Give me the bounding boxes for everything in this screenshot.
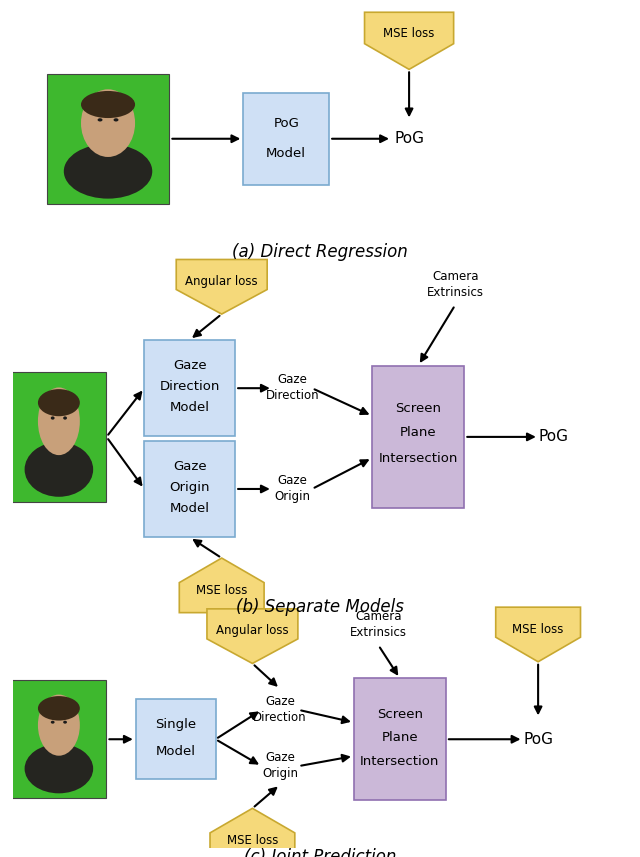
Bar (53, 428, 65, 440)
Text: Model: Model (170, 401, 210, 414)
Text: Extrinsics: Extrinsics (427, 286, 484, 299)
Bar (144, 440, 236, 537)
Ellipse shape (38, 387, 80, 455)
Ellipse shape (97, 118, 102, 122)
Polygon shape (176, 260, 267, 314)
Text: Angular loss: Angular loss (216, 625, 289, 638)
Bar (136, 699, 216, 779)
Text: PoG: PoG (394, 131, 424, 147)
Text: Gaze: Gaze (265, 695, 295, 708)
Ellipse shape (38, 696, 80, 721)
Polygon shape (496, 607, 580, 662)
Text: Gaze: Gaze (277, 374, 307, 387)
Text: Screen: Screen (396, 402, 442, 415)
Polygon shape (210, 808, 295, 857)
Text: Direction: Direction (159, 380, 220, 393)
Ellipse shape (81, 89, 135, 157)
Text: Extrinsics: Extrinsics (350, 626, 407, 639)
Text: Camera: Camera (355, 610, 402, 623)
Bar (243, 93, 329, 185)
Text: Gaze: Gaze (265, 752, 295, 764)
Text: Intersection: Intersection (379, 452, 458, 465)
Bar (47, 74, 170, 204)
Text: MSE loss: MSE loss (196, 584, 248, 597)
Ellipse shape (38, 389, 80, 417)
Bar (144, 340, 236, 436)
Text: PoG: PoG (523, 732, 553, 746)
Text: Origin: Origin (262, 767, 298, 780)
Ellipse shape (24, 442, 93, 497)
Ellipse shape (51, 417, 54, 420)
Ellipse shape (64, 144, 152, 199)
Text: Plane: Plane (381, 731, 418, 744)
Bar (12, 680, 106, 798)
Bar (354, 679, 446, 800)
Ellipse shape (113, 118, 118, 122)
Polygon shape (207, 608, 298, 663)
Text: Screen: Screen (377, 708, 423, 721)
Text: Gaze: Gaze (173, 359, 207, 372)
Text: Origin: Origin (170, 481, 210, 494)
Text: Camera: Camera (432, 270, 479, 283)
Text: Direction: Direction (253, 711, 307, 724)
Ellipse shape (24, 744, 93, 794)
Text: Gaze: Gaze (277, 474, 307, 487)
Text: MSE loss: MSE loss (227, 835, 278, 848)
Text: Plane: Plane (400, 426, 436, 439)
Text: MSE loss: MSE loss (383, 27, 435, 40)
Bar (12, 372, 106, 502)
Text: PoG: PoG (273, 117, 299, 130)
Text: Angular loss: Angular loss (186, 275, 258, 288)
Text: Model: Model (156, 745, 196, 758)
Bar (100, 129, 115, 142)
Ellipse shape (51, 721, 54, 723)
Bar (372, 366, 465, 508)
Text: Gaze: Gaze (173, 460, 207, 473)
Ellipse shape (38, 694, 80, 756)
Ellipse shape (63, 721, 67, 723)
Text: Single: Single (155, 718, 196, 732)
Ellipse shape (81, 91, 135, 118)
Text: Intersection: Intersection (360, 754, 440, 768)
Text: Model: Model (266, 147, 306, 160)
Polygon shape (179, 558, 264, 613)
Text: Origin: Origin (275, 490, 310, 503)
Text: MSE loss: MSE loss (513, 623, 564, 636)
Text: (c) Joint Prediction: (c) Joint Prediction (244, 848, 396, 857)
Text: (a) Direct Regression: (a) Direct Regression (232, 243, 408, 261)
Text: Direction: Direction (266, 389, 319, 402)
Text: PoG: PoG (538, 429, 568, 445)
Polygon shape (365, 12, 454, 69)
Ellipse shape (63, 417, 67, 420)
Bar (53, 731, 65, 743)
Text: (b) Separate Models: (b) Separate Models (236, 598, 404, 616)
Text: Model: Model (170, 502, 210, 515)
